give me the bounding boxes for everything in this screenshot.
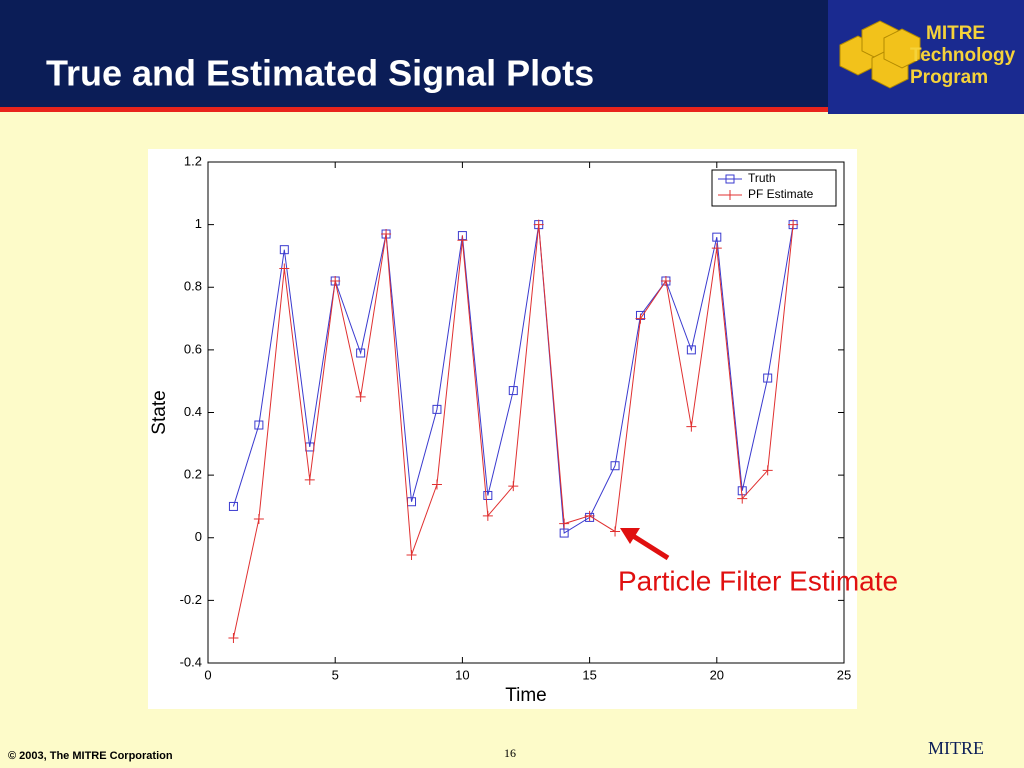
legend-label: PF Estimate: [748, 187, 814, 201]
marker: [304, 474, 315, 485]
annotation-arrow: [628, 531, 670, 561]
chart-panel: [148, 149, 857, 709]
slide-title: True and Estimated Signal Plots: [46, 53, 594, 94]
logo-text: Program: [910, 67, 988, 88]
x-tick-label: 0: [204, 667, 211, 682]
marker: [483, 490, 493, 500]
marker: [279, 245, 289, 255]
marker: [355, 391, 366, 402]
series-line: [232, 224, 794, 534]
logo-text: MITRE: [926, 23, 985, 44]
marker: [406, 549, 417, 560]
y-tick-label: 0.6: [184, 341, 202, 356]
y-tick-label: 0: [195, 529, 202, 544]
marker: [533, 219, 544, 230]
y-tick-label: 0.4: [184, 404, 202, 419]
legend-box: [711, 169, 837, 207]
copyright: © 2003, The MITRE Corporation: [8, 750, 173, 762]
marker: [712, 232, 722, 242]
marker: [381, 229, 392, 240]
header-rule: [0, 107, 828, 112]
y-tick-label: 0.2: [184, 467, 202, 482]
y-tick-label: -0.4: [180, 654, 202, 669]
marker: [635, 313, 646, 324]
marker: [686, 345, 696, 355]
x-tick-label: 20: [710, 667, 724, 682]
x-tick-label: 25: [837, 667, 851, 682]
annotation: Particle Filter Estimate: [618, 565, 898, 596]
logo-cubes: [839, 20, 921, 89]
marker: [431, 479, 442, 490]
y-tick-label: -0.2: [180, 592, 202, 607]
marker: [432, 404, 442, 414]
x-tick-label: 15: [582, 667, 596, 682]
marker: [279, 263, 290, 274]
legend-label: Truth: [748, 171, 776, 185]
annotation-arrowhead: [620, 528, 640, 544]
marker: [457, 235, 468, 246]
marker: [482, 510, 493, 521]
x-tick-label: 5: [332, 667, 339, 682]
y-tick-label: 1.2: [184, 153, 202, 168]
marker: [660, 275, 671, 286]
marker: [559, 528, 569, 538]
marker: [228, 501, 238, 511]
marker: [228, 632, 239, 643]
marker: [788, 219, 799, 230]
marker: [508, 481, 519, 492]
marker: [584, 510, 595, 521]
marker: [737, 493, 748, 504]
marker: [356, 348, 366, 358]
brand: MITRE: [928, 738, 984, 758]
marker: [559, 518, 570, 529]
marker: [610, 461, 620, 471]
marker: [253, 513, 264, 524]
marker: [330, 275, 341, 286]
y-tick-label: 0.8: [184, 279, 202, 294]
marker: [763, 373, 773, 383]
marker: [686, 421, 697, 432]
y-axis-label: State: [149, 390, 170, 434]
page-number: 16: [504, 746, 516, 760]
marker: [725, 174, 735, 184]
marker: [762, 465, 773, 476]
x-axis-label: Time: [505, 685, 547, 706]
marker: [725, 190, 735, 200]
x-tick-label: 10: [455, 667, 469, 682]
y-tick-label: 1: [195, 216, 202, 231]
header-bar: [0, 0, 828, 107]
marker: [711, 243, 722, 254]
logo-text: Technology: [910, 45, 1016, 66]
marker: [508, 386, 518, 396]
marker: [610, 526, 621, 537]
marker: [254, 420, 264, 430]
